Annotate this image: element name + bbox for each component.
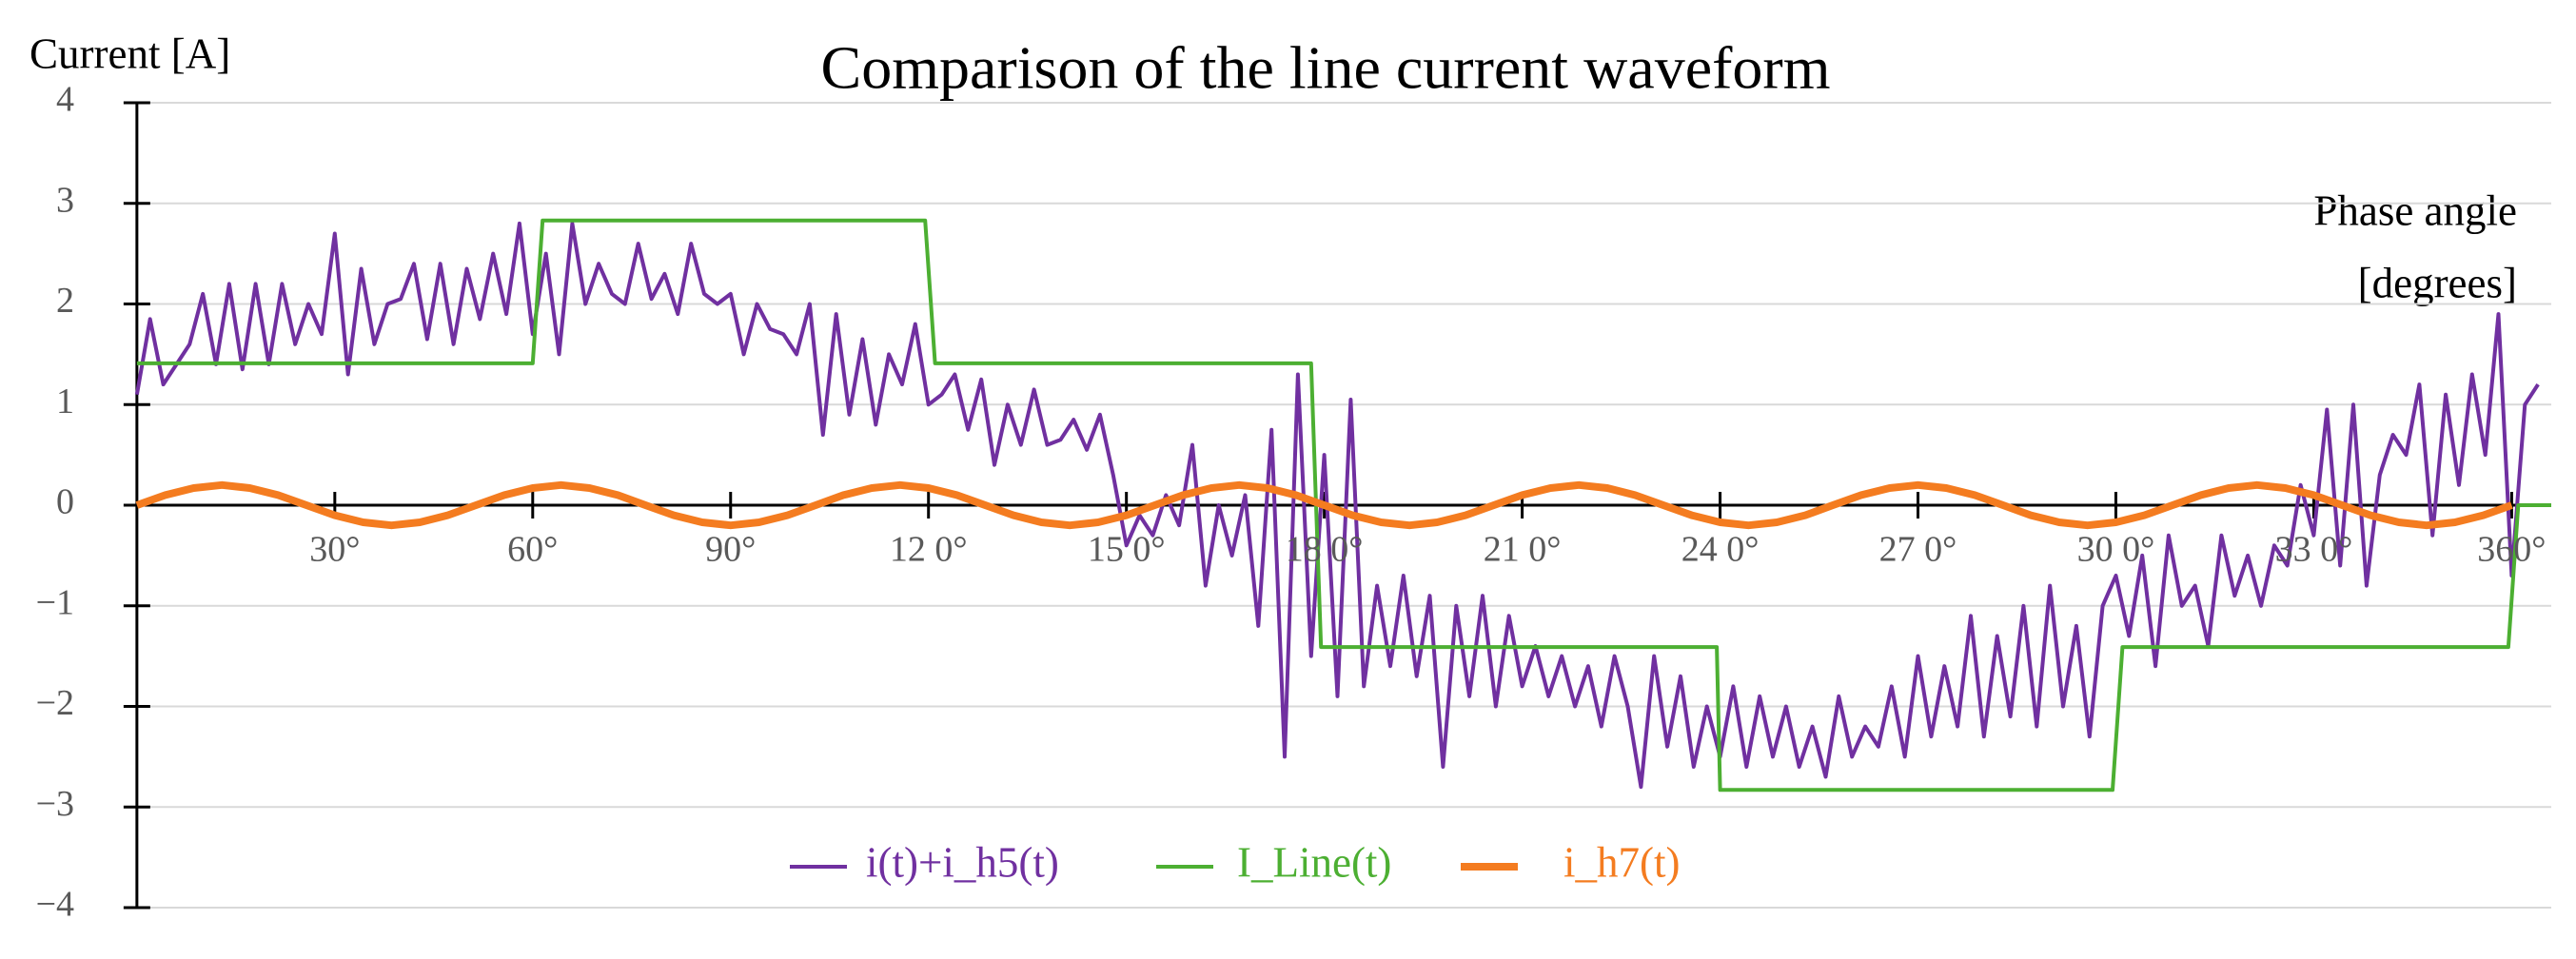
y-tick-label: −4 (36, 885, 74, 925)
x-tick-label: 15 0° (1088, 530, 1166, 570)
x-axis-label: Phase angle (2313, 186, 2517, 234)
axes (123, 101, 2551, 910)
x-tick-label: 30° (309, 530, 360, 570)
y-tick-label: 4 (56, 80, 74, 120)
y-tick-label: −3 (36, 784, 74, 824)
series-lines (134, 218, 2551, 793)
y-tick-label: 2 (56, 281, 74, 321)
x-tick-label: 12 0° (890, 530, 968, 570)
x-tick-label: 60° (507, 530, 558, 570)
x-tick-label: 27 0° (1879, 530, 1957, 570)
x-tick-label: 21 0° (1484, 530, 1562, 570)
legend-label: I_Line(t) (1237, 838, 1391, 886)
y-axis-label: Current [A] (29, 29, 230, 77)
y-tick-label: −1 (36, 582, 74, 622)
x-tick-label: 30 0° (2077, 530, 2155, 570)
y-tick-label: 3 (56, 180, 74, 220)
y-tick-label: −2 (36, 683, 74, 723)
series-line (136, 218, 2551, 793)
x-axis-label: [degrees] (2358, 259, 2517, 306)
y-tick-label: 0 (56, 482, 74, 522)
x-tick-label: 33 0° (2275, 530, 2353, 570)
y-tick-label: 1 (56, 382, 74, 421)
legend: i(t)+i_h5(t) I_Line(t) i_h7(t) (585, 829, 1751, 905)
chart-title: Comparison of the line current waveform (821, 34, 1831, 102)
x-tick-label: 90° (705, 530, 756, 570)
x-tick-label: 360° (2477, 530, 2546, 570)
x-tick-label: 24 0° (1681, 530, 1760, 570)
legend-label: i(t)+i_h5(t) (866, 838, 1059, 886)
legend-label: i_h7(t) (1563, 838, 1680, 886)
x-tick-label: 18 0° (1286, 530, 1364, 570)
series-line (135, 480, 2513, 530)
